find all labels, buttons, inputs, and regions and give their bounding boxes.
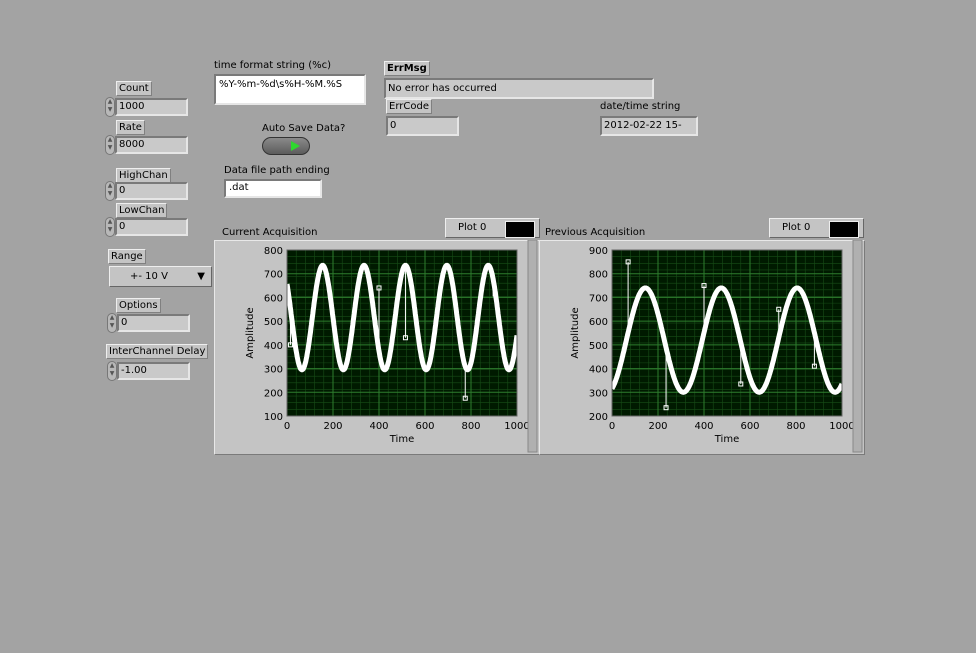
y-tick-label: 100 [264,412,283,423]
count-label: Count [116,81,152,96]
interchannel-delay-increment-decrement[interactable]: ▲ ▼ [107,361,117,381]
x-tick-label: 400 [369,421,388,432]
y-tick-label: 800 [589,270,608,281]
previous-plot-legend[interactable]: Plot 0 [769,218,864,238]
x-tick-label: 200 [323,421,342,432]
spike-marker [287,342,293,348]
y-axis-label: Amplitude [245,307,256,358]
current-acquisition-title: Current Acquisition [222,227,318,238]
plot-style-icon [829,221,859,238]
y-tick-label: 200 [264,388,283,399]
x-tick-label: 200 [648,421,667,432]
lowchan-label: LowChan [116,203,168,218]
data-file-ending-input[interactable]: .dat [224,179,322,198]
interchannel-delay-input[interactable]: -1.00 [117,362,190,380]
y-tick-label: 200 [589,412,608,423]
y-tick-label: 400 [264,341,283,352]
errmsg-label: ErrMsg [384,61,430,76]
y-tick-label: 300 [589,388,608,399]
plot-style-icon [505,221,535,238]
spike-marker [462,395,468,401]
options-increment-decrement[interactable]: ▲ ▼ [107,313,117,333]
panel-scroll-strip [527,240,538,453]
y-tick-label: 700 [264,270,283,281]
time-format-label: time format string (%c) [214,60,332,71]
plot-border [611,249,843,417]
y-axis-label: Amplitude [570,307,581,358]
spike-marker [625,259,631,265]
y-tick-label: 900 [589,246,608,257]
spike-marker [663,405,669,411]
errmsg-display: No error has occurred [384,78,654,99]
options-label: Options [116,298,161,313]
auto-save-label: Auto Save Data? [262,123,346,134]
highchan-increment-decrement[interactable]: ▲ ▼ [105,181,115,201]
x-axis-label: Time [714,434,739,445]
datetime-label: date/time string [600,101,681,112]
range-label: Range [108,249,146,264]
play-arrow-icon [291,141,300,151]
series-line [287,262,517,373]
datetime-display: 2012-02-22 15- [600,116,698,136]
spike-marker [402,335,408,341]
current-acquisition-plot: 0 200 400 600 800 1000 100 200 300 400 500 600 700 80… [245,240,538,453]
spike-marker [492,291,498,297]
x-tick-label: 800 [786,421,805,432]
plot-border [286,249,518,417]
highchan-label: HighChan [116,168,171,183]
x-axis-label: Time [389,434,414,445]
y-tick-label: 700 [589,293,608,304]
series-line [612,285,842,395]
spike-marker [776,306,782,312]
count-increment-decrement[interactable]: ▲ ▼ [105,97,115,117]
y-tick-label: 500 [589,341,608,352]
y-tick-label: 400 [589,365,608,376]
time-format-input[interactable]: %Y-%m-%d\s%H-%M.%S [214,74,366,105]
rate-label: Rate [116,120,145,135]
y-tick-label: 600 [264,293,283,304]
x-tick-label: 800 [461,421,480,432]
range-dropdown[interactable]: +- 10 V ▼ [109,266,212,287]
auto-save-toggle[interactable] [262,137,310,155]
rate-increment-decrement[interactable]: ▲ ▼ [105,135,115,155]
current-plot-legend[interactable]: Plot 0 [445,218,540,238]
x-tick-label: 0 [609,421,615,432]
previous-acquisition-title: Previous Acquisition [545,227,646,238]
lowchan-increment-decrement[interactable]: ▲ ▼ [105,217,115,237]
range-value: +- 10 V [130,271,168,282]
spike-marker [811,363,817,369]
interchannel-delay-label: InterChannel Delay [106,344,209,359]
spike-marker [738,381,744,387]
x-tick-label: 1000 [504,421,529,432]
data-file-ending-label: Data file path ending [224,165,330,176]
previous-plot-legend-label: Plot 0 [782,222,811,233]
y-tick-label: 600 [589,317,608,328]
panel-scroll-strip [852,240,863,453]
spike-marker [701,283,707,289]
rate-input[interactable]: 8000 [115,136,188,154]
spike-marker [376,285,382,291]
lowchan-input[interactable]: 0 [115,218,188,236]
previous-acquisition-plot: 0 200 400 600 800 100020030040050060070080090… [570,240,863,453]
count-input[interactable]: 1000 [115,98,188,116]
chevron-down-icon: ▼ [197,271,205,282]
x-tick-label: 1000 [829,421,854,432]
x-tick-label: 0 [284,421,290,432]
y-tick-label: 500 [264,317,283,328]
x-tick-label: 600 [740,421,759,432]
highchan-input[interactable]: 0 [115,182,188,200]
options-input[interactable]: 0 [117,314,190,332]
x-tick-label: 400 [694,421,713,432]
plot-area [612,250,842,416]
current-plot-legend-label: Plot 0 [458,222,487,233]
errcode-display: 0 [386,116,459,136]
y-tick-label: 800 [264,246,283,257]
y-tick-label: 300 [264,365,283,376]
x-tick-label: 600 [415,421,434,432]
errcode-label: ErrCode [386,99,432,114]
